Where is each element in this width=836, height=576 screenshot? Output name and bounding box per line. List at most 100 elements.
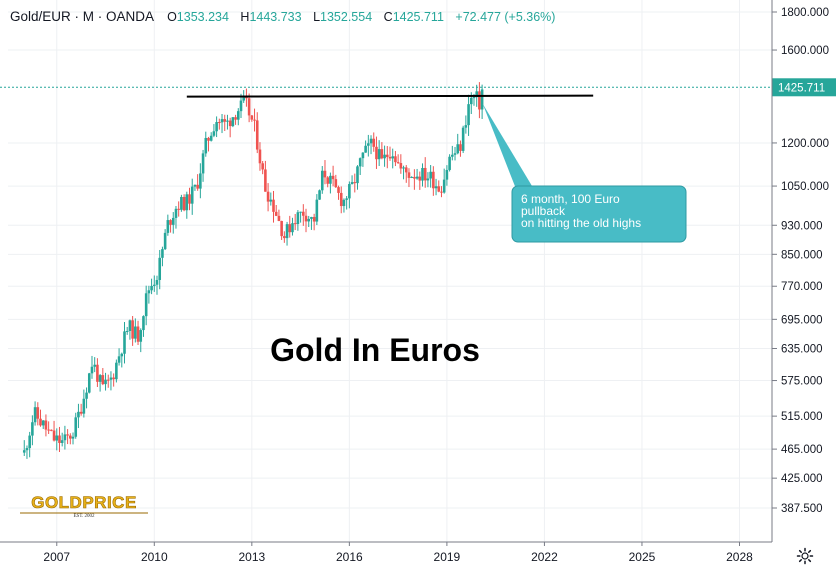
y-tick-label: 1200.000 <box>781 138 829 150</box>
candle <box>464 125 468 128</box>
candle <box>71 436 75 439</box>
candle <box>74 417 78 437</box>
candle <box>442 179 446 193</box>
candle <box>77 411 80 418</box>
candle <box>312 216 316 222</box>
candle <box>136 326 140 342</box>
y-tick-label: 425.000 <box>781 473 823 485</box>
y-tick-label: 1800.000 <box>781 7 829 19</box>
candle <box>134 326 137 339</box>
candle <box>283 236 286 239</box>
candle <box>25 448 29 451</box>
candle <box>459 144 462 151</box>
candle <box>345 198 348 200</box>
open-label: O <box>167 10 177 24</box>
candle <box>396 162 400 164</box>
candle <box>239 100 243 112</box>
candle <box>50 429 53 431</box>
candle <box>299 211 302 213</box>
candle <box>177 208 180 210</box>
candle <box>234 117 237 120</box>
candle <box>96 364 99 382</box>
logo-text: GOLDPRICE <box>31 493 137 512</box>
open-value: 1353.234 <box>176 10 229 24</box>
candle <box>90 366 94 374</box>
candle <box>413 176 416 179</box>
candle <box>404 167 408 173</box>
candle <box>440 191 443 193</box>
candle <box>120 353 124 357</box>
candle <box>142 316 145 331</box>
candle <box>461 127 465 151</box>
candle <box>41 420 45 426</box>
candle <box>22 450 26 453</box>
candle <box>93 364 96 367</box>
candle <box>104 379 107 385</box>
candle <box>31 422 34 436</box>
candle <box>36 407 40 419</box>
y-tick-label: 1600.000 <box>781 45 829 57</box>
y-tick-label: 1050.000 <box>781 181 829 193</box>
candle <box>432 171 435 189</box>
candle <box>318 190 321 200</box>
candle <box>394 156 397 163</box>
candle <box>348 184 351 199</box>
y-tick-label: 515.000 <box>781 411 823 423</box>
candle <box>180 196 183 210</box>
candle <box>391 156 395 159</box>
candle <box>280 220 283 237</box>
y-tick-label: 850.000 <box>781 249 823 261</box>
candle <box>472 97 476 99</box>
x-tick-label: 2025 <box>629 550 656 564</box>
resistance-line <box>186 94 594 98</box>
gear-icon[interactable] <box>796 547 814 565</box>
candle <box>69 435 72 439</box>
candle <box>52 430 56 441</box>
x-tick-label: 2010 <box>141 550 168 564</box>
last-price-tag <box>772 78 836 97</box>
low-value: 1352.554 <box>320 10 373 24</box>
symbol-label[interactable]: Gold/EUR · M · OANDA <box>10 9 154 24</box>
candle <box>79 411 83 414</box>
x-tick-label: 2028 <box>726 550 753 564</box>
candle <box>82 398 86 414</box>
candle <box>342 199 346 207</box>
candle <box>242 97 246 101</box>
high-label: H <box>240 10 250 24</box>
x-tick-label: 2019 <box>434 550 461 564</box>
annotation-text: 6 month, 100 Euro pullback on hitting the … <box>521 192 641 230</box>
candle <box>429 171 432 179</box>
candle <box>383 154 386 159</box>
candle <box>434 186 438 189</box>
change-value: +72.477 (+5.36%) <box>455 10 556 24</box>
y-tick-label: 387.500 <box>781 503 823 515</box>
candle <box>358 158 362 167</box>
candle <box>285 224 289 239</box>
y-tick-label: 930.000 <box>781 220 823 232</box>
candle <box>402 167 405 169</box>
candle <box>166 220 170 233</box>
candle <box>63 434 67 441</box>
candle <box>315 199 319 222</box>
candle <box>261 163 264 170</box>
candle <box>169 220 172 225</box>
candle <box>475 91 478 98</box>
candle <box>291 223 294 233</box>
candle <box>55 435 59 441</box>
candle <box>112 377 115 380</box>
candle <box>423 167 427 181</box>
candle <box>377 149 381 160</box>
candle <box>274 211 278 216</box>
candle <box>174 208 178 218</box>
candle <box>293 223 297 225</box>
candle <box>302 211 305 216</box>
candle <box>199 173 202 189</box>
annotation-box <box>511 185 687 243</box>
candle <box>193 184 197 187</box>
candle <box>236 111 240 120</box>
candle <box>190 186 194 204</box>
candle <box>339 192 343 207</box>
candle <box>245 97 248 99</box>
candle <box>28 435 31 449</box>
